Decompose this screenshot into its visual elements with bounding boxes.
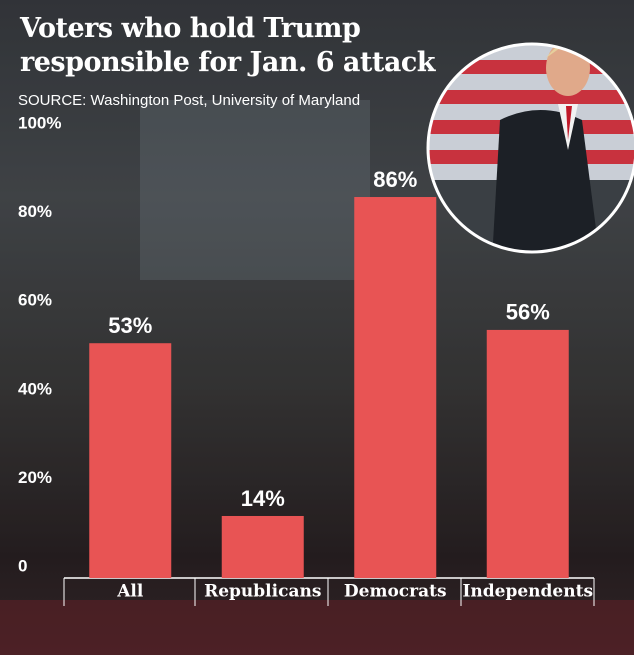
bar: [89, 343, 172, 578]
value-label: 14%: [241, 486, 285, 511]
value-label: 86%: [373, 167, 417, 192]
x-tick-label: Democrats: [344, 582, 447, 602]
y-tick-label: 80%: [18, 202, 52, 221]
y-tick-label: 20%: [18, 468, 52, 487]
photo: [428, 44, 634, 252]
backdrop-building: [140, 100, 370, 280]
y-tick-label: 60%: [18, 291, 52, 310]
chart-title: Voters who hold Trump responsible for Ja…: [20, 13, 436, 78]
x-tick-label: Republicans: [204, 582, 321, 602]
backdrop-crowd: [0, 600, 634, 655]
y-tick-label: 40%: [18, 379, 52, 398]
y-tick-label: 0: [18, 556, 27, 575]
x-tick-label: All: [116, 582, 144, 602]
value-label: 53%: [108, 313, 152, 338]
value-label: 56%: [506, 300, 550, 325]
photo-border: [426, 42, 634, 254]
x-tick-label: Independents: [462, 582, 593, 602]
chart-source: SOURCE: Washington Post, University of M…: [18, 92, 361, 109]
bar: [354, 197, 437, 578]
bar: [486, 329, 569, 578]
bar: [221, 515, 304, 578]
y-tick-label: 100%: [18, 113, 61, 132]
